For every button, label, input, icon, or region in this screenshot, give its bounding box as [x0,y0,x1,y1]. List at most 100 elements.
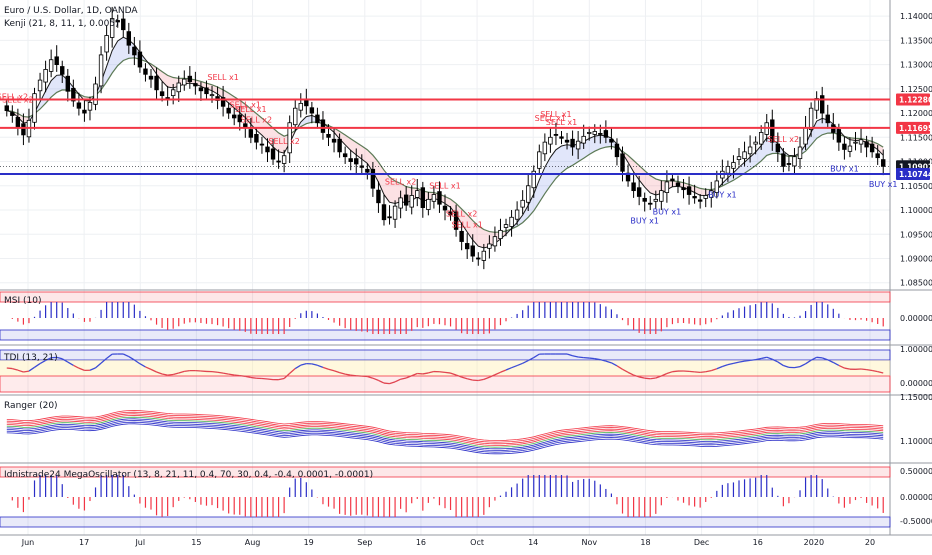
tdi-line [700,372,706,373]
tdi-line [745,360,751,361]
candle-body [327,134,331,137]
candle-body [354,159,358,164]
msi-upper-band [0,292,890,302]
price-tick-label: 1.09500 [900,230,932,239]
candle-body [399,198,403,208]
candle-body [188,76,192,81]
buy-signal-label: BUY x1 [869,180,898,189]
tdi-line [229,374,235,375]
candle-body [55,57,59,65]
candle-body [798,147,802,159]
candle-body [282,156,286,164]
candle-body [255,134,259,142]
time-tick-label: 15 [191,538,201,547]
candle-body [604,131,608,138]
tdi-lower-band [0,376,890,392]
candle-body [493,237,497,246]
tdi-line [578,357,584,358]
candle-body [11,113,15,116]
candle-body [499,230,503,238]
candle-body [748,147,752,154]
candle-body [654,199,658,201]
candle-body [682,188,686,190]
candle-body [610,139,614,142]
price-tag-label: 1.11695 [899,124,932,133]
tdi-line [234,375,240,376]
candle-body [49,60,53,72]
buy-signal-label: BUY x1 [830,165,859,174]
candle-body [121,19,125,30]
candle-body [804,128,808,144]
candle-body [693,196,697,197]
candle-body [671,179,675,181]
candle-body [881,160,885,167]
candle-body [538,152,542,168]
candle-body [698,200,702,201]
tdi-line [7,368,13,369]
candle-body [277,161,281,162]
candle-body [576,141,580,149]
tdi-line [184,371,190,372]
candle-body [133,47,137,55]
candle-body [587,132,591,133]
candle-body [310,108,314,113]
time-tick-label: 2020 [804,538,824,547]
mega-lower-band [0,517,890,527]
sell-signal-label: SELL x1 [451,220,482,229]
candle-body [460,231,464,241]
candle-body [382,205,386,220]
tdi-line [817,357,823,358]
time-tick-label: Sep [357,538,372,547]
candle-body [787,163,791,164]
candle-body [848,146,852,151]
candle-body [421,188,425,208]
candle-body [60,67,64,75]
tdi-line [251,377,257,378]
candle-body [138,52,142,67]
candle-body [388,217,392,218]
candle-body [94,84,98,104]
candle-body [182,79,186,85]
candle-body [820,96,824,113]
sell-signal-label: SELL x2 [446,210,477,219]
time-tick-label: 14 [528,538,538,547]
candle-body [465,243,469,248]
candle-body [526,186,530,202]
candle-body [66,76,70,91]
candle-body [44,69,48,82]
tdi-line [750,360,756,361]
tdi-line [351,375,357,376]
candle-body [482,251,486,260]
tdi-line [672,371,678,372]
sell-signal-label: SELL x1 [546,118,577,127]
candle-body [759,132,763,144]
candle-body [271,149,275,159]
tdi-line [650,378,656,379]
tdi-line [267,379,273,380]
candle-body [809,108,813,129]
candle-body [321,120,325,133]
tdi-tick-label: 0.00000 [900,379,932,388]
ranger-tick-label: 1.10000 [900,437,932,446]
price-tick-label: 1.10500 [900,182,932,191]
candle-body [676,183,680,186]
price-tick-label: 1.13500 [900,36,932,45]
candle-body [826,115,830,123]
candle-body [177,83,181,92]
candle-body [854,142,858,143]
tdi-upper-band [0,350,890,360]
tdi-line [589,358,595,359]
candle-body [687,187,691,195]
tdi-line [861,369,867,370]
candle-body [210,95,214,96]
tdi-line [240,376,246,377]
tdi-line [212,372,218,373]
candle-body [648,203,652,204]
candle-body [316,115,320,123]
candle-body [582,136,586,143]
candle-body [232,115,236,118]
candle-body [415,191,419,198]
time-tick-label: 19 [304,538,314,547]
